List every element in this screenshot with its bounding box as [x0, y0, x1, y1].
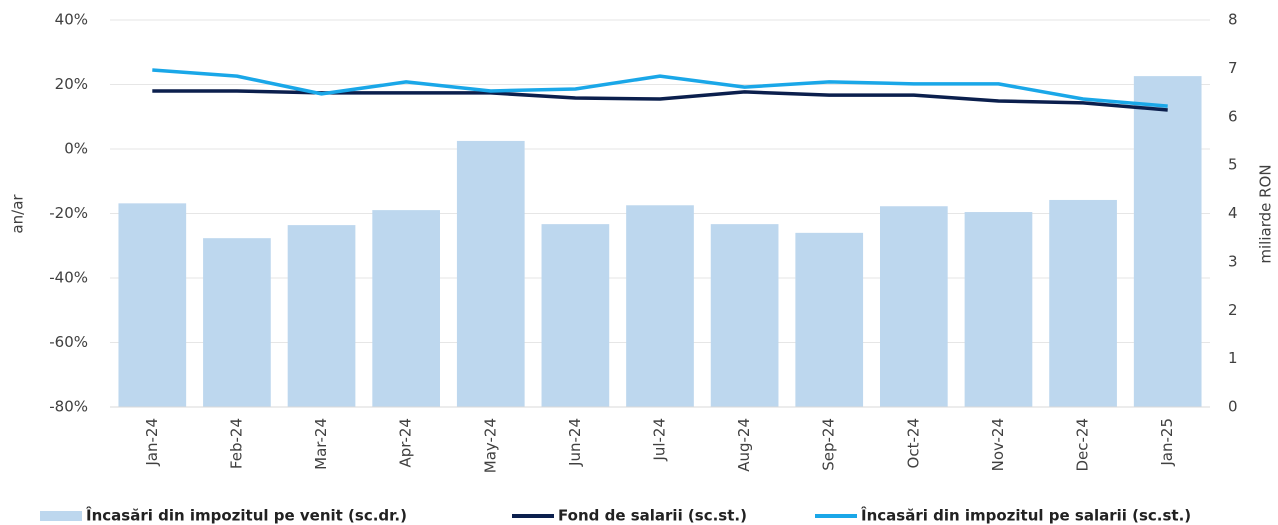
x-tick-label: Apr-24 [397, 418, 415, 468]
bar [626, 205, 694, 407]
bar [541, 224, 610, 407]
bar [710, 224, 779, 407]
x-tick-label: Oct-24 [904, 418, 922, 468]
y2-tick-label: 1 [1228, 349, 1238, 367]
y-tick-label: -40% [49, 269, 88, 287]
bar [372, 210, 440, 407]
x-tick-label: Jun-24 [566, 418, 584, 467]
bar [880, 206, 948, 407]
y2-tick-label: 2 [1228, 301, 1238, 319]
y-tick-label: 20% [55, 75, 88, 93]
x-tick-label: Jan-24 [143, 418, 161, 467]
y-axis-title: an/ar [9, 194, 27, 234]
y2-tick-label: 7 [1228, 59, 1238, 77]
legend-swatch [40, 511, 82, 521]
bar [1133, 76, 1202, 408]
y-tick-label: -80% [49, 398, 88, 416]
y-tick-label: -20% [49, 204, 88, 222]
x-tick-label: Feb-24 [227, 418, 245, 469]
y2-tick-label: 6 [1228, 107, 1238, 125]
line [152, 89, 1168, 112]
bar [118, 203, 187, 407]
x-tick-label: May-24 [481, 418, 499, 473]
bar [456, 140, 525, 407]
bar [1049, 199, 1117, 407]
bar [964, 212, 1033, 407]
x-tick-label: Sep-24 [820, 418, 838, 471]
line [152, 68, 1168, 108]
y2-tick-label: 0 [1228, 398, 1238, 416]
y2-tick-label: 4 [1228, 204, 1238, 222]
bar [287, 225, 356, 407]
legend-label: Încasări din impozitul pe venit (sc.dr.) [86, 506, 407, 525]
y2-tick-label: 3 [1228, 252, 1238, 270]
legend-label: Încasări din impozitul pe salarii (sc.st… [861, 506, 1191, 525]
x-tick-label: Mar-24 [312, 418, 330, 470]
y2-axis-title: miliarde RON [1257, 164, 1275, 263]
x-tick-label: Nov-24 [989, 418, 1007, 471]
y2-tick-label: 8 [1228, 11, 1238, 29]
y2-tick-label: 5 [1228, 156, 1238, 174]
legend-label: Fond de salarii (sc.st.) [558, 507, 747, 525]
y-tick-label: 40% [55, 11, 88, 29]
y-tick-label: 0% [64, 140, 88, 158]
x-tick-label: Aug-24 [735, 418, 753, 472]
x-tick-label: Jul-24 [651, 418, 669, 462]
y-tick-label: -60% [49, 333, 88, 351]
bar [203, 238, 271, 407]
bar [795, 232, 864, 407]
x-tick-label: Dec-24 [1074, 418, 1092, 472]
x-tick-label: Jan-25 [1158, 418, 1176, 467]
